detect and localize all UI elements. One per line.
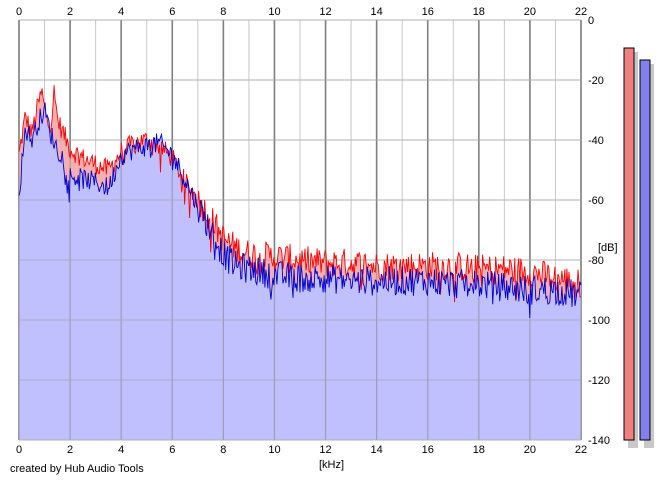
series-line-1 (18, 102, 582, 319)
x-tick-label-bottom: 14 (371, 444, 383, 456)
y-tick-label: -80 (588, 255, 604, 267)
y-axis-label: [dB] (598, 242, 618, 254)
x-tick-label-top: 4 (118, 6, 124, 18)
x-tick-label-top: 16 (422, 6, 434, 18)
y-tick-label: -120 (588, 375, 610, 387)
x-tick-label-bottom: 6 (169, 444, 175, 456)
y-tick-label: -40 (588, 135, 604, 147)
x-tick-label-bottom: 16 (422, 444, 434, 456)
x-tick-label-bottom: 10 (268, 444, 280, 456)
meter-right (639, 59, 651, 441)
y-tick-labels: 0 -20 -40 -60 -80 -100 -120 -140 (588, 15, 610, 447)
meter-left (623, 47, 635, 441)
x-tick-label-bottom: 18 (473, 444, 485, 456)
x-tick-label-bottom: 22 (575, 444, 587, 456)
level-meters (623, 47, 654, 448)
x-tick-label-top: 14 (371, 6, 383, 18)
credit-text: created by Hub Audio Tools (10, 463, 144, 475)
x-tick-label-bottom: 2 (67, 444, 73, 456)
x-tick-labels-bottom: 0 2 4 6 8 10 12 14 16 18 20 22 (16, 444, 587, 456)
x-tick-label-bottom: 8 (220, 444, 226, 456)
x-tick-label-top: 20 (524, 6, 536, 18)
x-tick-label-bottom: 12 (319, 444, 331, 456)
y-tick-label: -140 (588, 435, 610, 447)
x-tick-labels-top: 0 2 4 6 8 10 12 14 16 18 20 22 (16, 6, 587, 18)
x-axis-label: [kHz] (319, 459, 344, 471)
x-tick-label-top: 8 (220, 6, 226, 18)
series-lines (18, 85, 582, 319)
x-tick-label-bottom: 20 (524, 444, 536, 456)
x-tick-label-top: 2 (67, 6, 73, 18)
y-tick-label: -60 (588, 195, 604, 207)
y-tick-label: -100 (588, 315, 610, 327)
x-tick-label-top: 22 (575, 6, 587, 18)
y-tick-label: 0 (588, 15, 594, 27)
x-tick-label-top: 18 (473, 6, 485, 18)
x-tick-label-top: 6 (169, 6, 175, 18)
x-tick-label-bottom: 0 (16, 444, 22, 456)
series-line-0 (18, 85, 582, 303)
series-fill-1 (19, 102, 581, 440)
x-tick-label-bottom: 4 (118, 444, 124, 456)
series-fills (18, 19, 582, 441)
x-tick-label-top: 10 (268, 6, 280, 18)
x-tick-label-top: 0 (16, 6, 22, 18)
y-tick-label: -20 (588, 75, 604, 87)
x-tick-label-top: 12 (319, 6, 331, 18)
